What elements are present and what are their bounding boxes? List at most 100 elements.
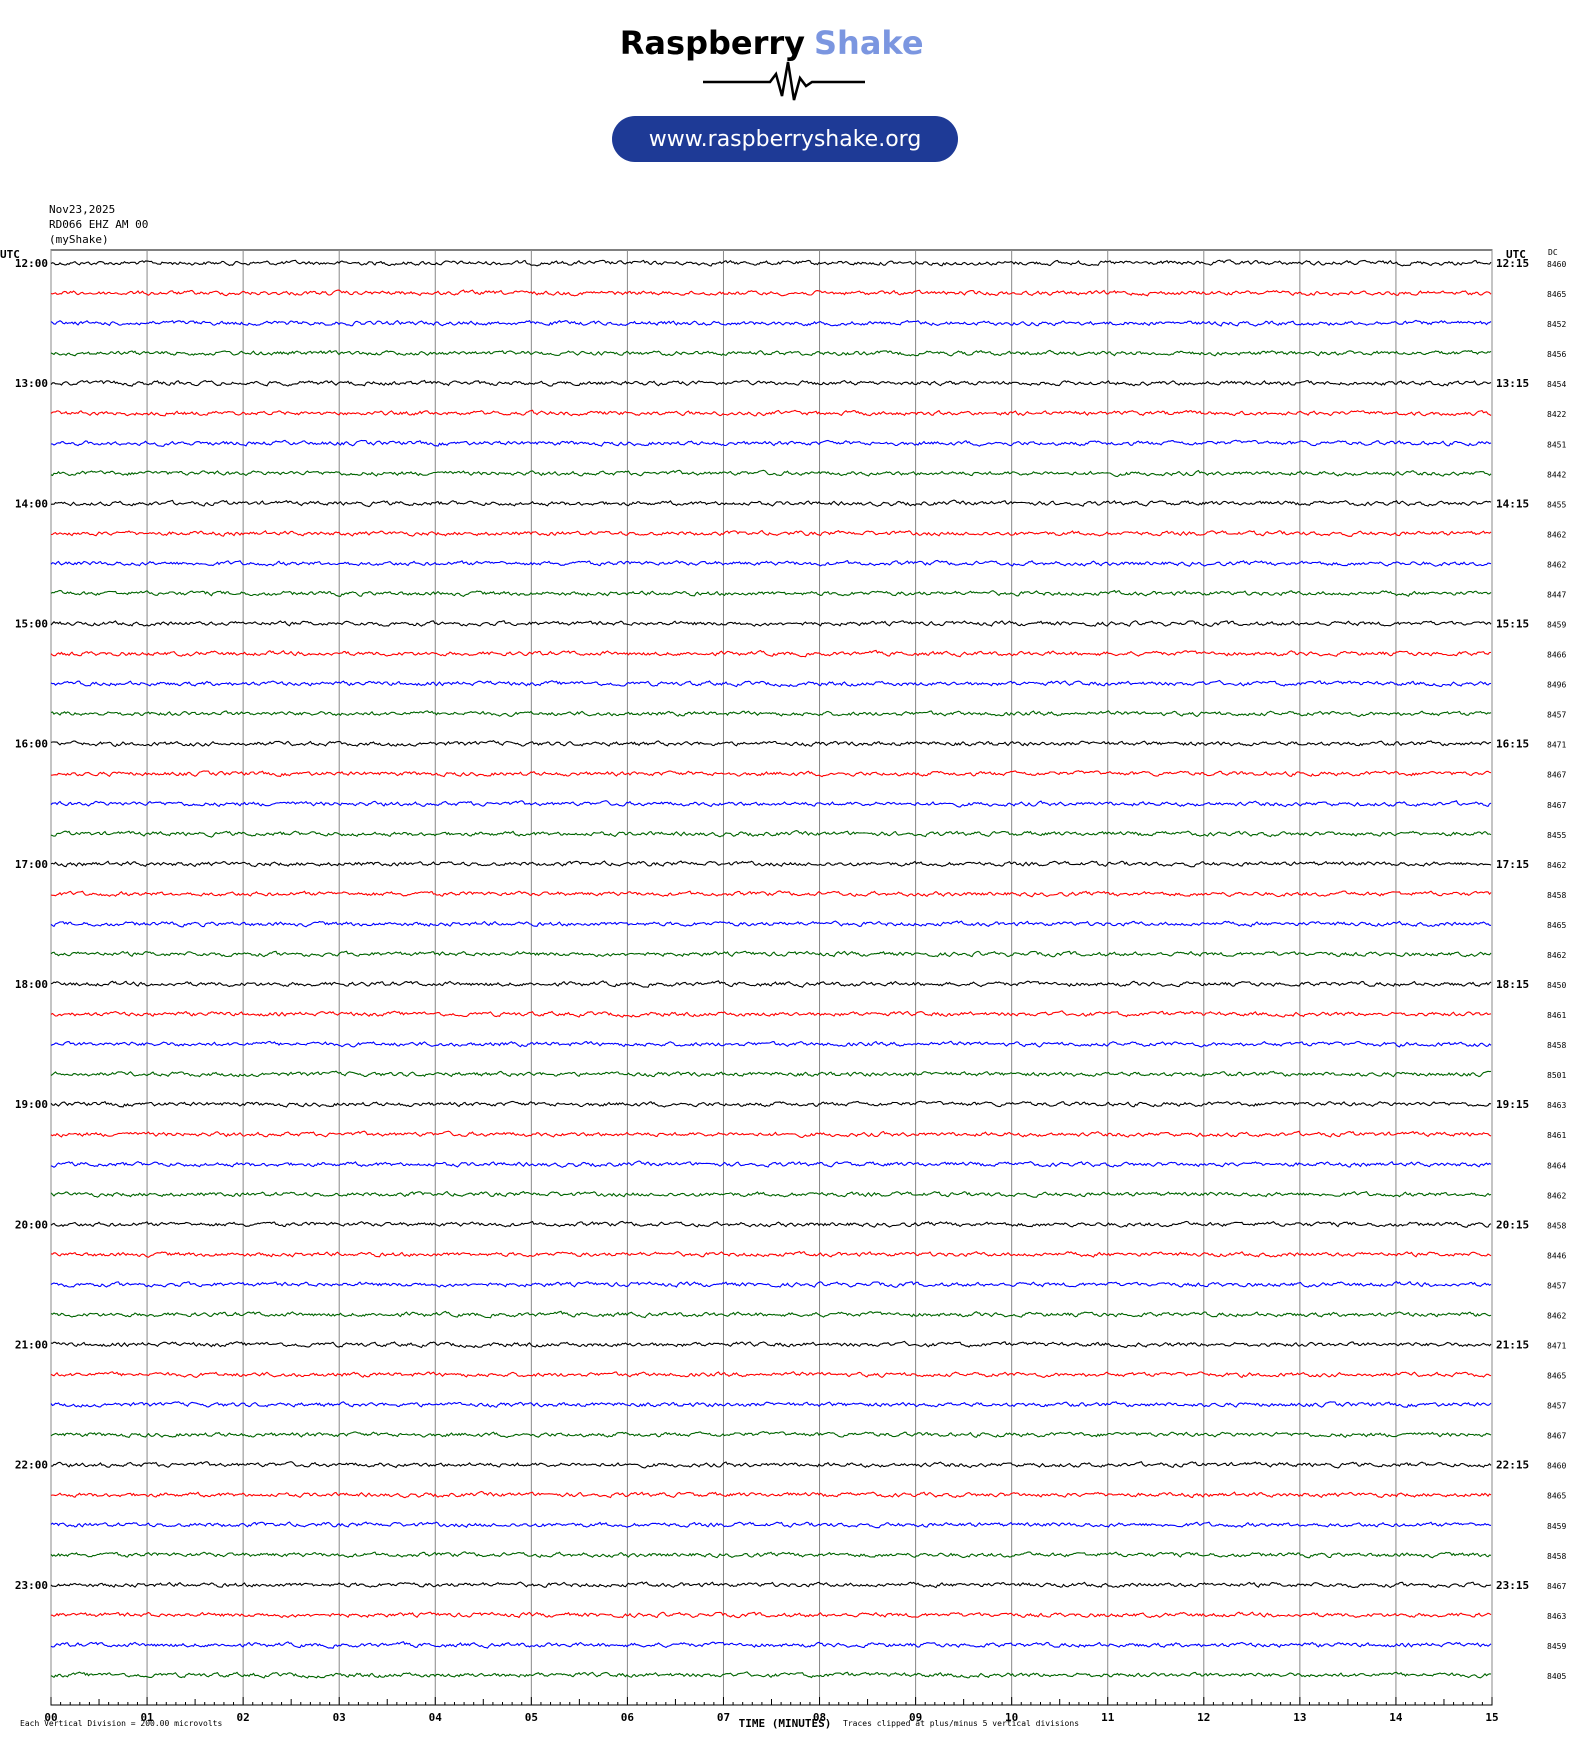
dc-value: 8450 (1547, 981, 1566, 990)
trace (50, 1641, 1492, 1649)
dc-value: 8467 (1547, 1432, 1566, 1441)
dc-value: 8405 (1547, 1672, 1566, 1681)
dc-value: 8459 (1547, 621, 1566, 630)
dc-value: 8467 (1547, 771, 1566, 780)
dc-value: 8459 (1547, 1642, 1566, 1651)
trace (50, 770, 1492, 778)
dc-value: 8457 (1547, 711, 1566, 720)
trace (50, 1220, 1492, 1228)
dc-value: 8447 (1547, 590, 1566, 599)
dc-value: 8462 (1547, 530, 1566, 539)
note-right: Traces clipped at plus/minus 5 vertical … (843, 1719, 1079, 1728)
left-hour-label: 22:00 (15, 1459, 48, 1472)
trace (50, 1100, 1492, 1108)
dc-value: 8466 (1547, 651, 1566, 660)
trace (50, 1070, 1492, 1078)
trace (50, 649, 1492, 658)
dc-value: 8467 (1547, 801, 1566, 810)
dc-value: 8460 (1547, 260, 1566, 269)
trace (50, 349, 1492, 357)
trace (50, 1401, 1492, 1409)
trace (50, 830, 1492, 838)
x-tick-label: 08 (813, 1711, 826, 1724)
dc-value: 8462 (1547, 861, 1566, 870)
url[interactable]: www.raspberryshake.org (649, 127, 922, 152)
dc-value: 8463 (1547, 1612, 1566, 1621)
dc-value: 8458 (1547, 1221, 1566, 1230)
trace (50, 259, 1492, 267)
dc-value: 8455 (1547, 500, 1566, 509)
dc-value: 8451 (1547, 440, 1566, 449)
left-hour-label: 15:00 (15, 618, 48, 631)
trace (50, 1340, 1492, 1349)
trace (50, 1490, 1492, 1499)
dc-value: 8446 (1547, 1251, 1566, 1260)
dc-value: 8458 (1547, 1041, 1566, 1050)
note-left: Each Vertical Division = 200.00 microvol… (20, 1719, 222, 1728)
logo-wave (703, 61, 865, 101)
trace (50, 1160, 1492, 1168)
trace (50, 950, 1492, 958)
trace (50, 469, 1492, 478)
right-hour-label: 12:15 (1496, 257, 1529, 270)
x-tick-label: 03 (333, 1711, 346, 1724)
info-line: (myShake) (49, 233, 109, 246)
left-hour-label: 23:00 (15, 1579, 48, 1592)
brand: Raspberry (620, 24, 805, 62)
trace (50, 1280, 1492, 1288)
x-tick-label: 12 (1197, 1711, 1210, 1724)
trace (50, 710, 1492, 718)
dc-value: 8462 (1547, 560, 1566, 569)
dc-value: 8463 (1547, 1101, 1566, 1110)
right-hour-label: 22:15 (1496, 1459, 1529, 1472)
info-line: RD066 EHZ AM 00 (49, 218, 148, 231)
dc-value: 8496 (1547, 681, 1566, 690)
x-tick-label: 13 (1293, 1711, 1306, 1724)
dc-value: 8458 (1547, 891, 1566, 900)
left-hour-label: 12:00 (15, 257, 48, 270)
trace (50, 679, 1492, 688)
left-hour-label: 14:00 (15, 497, 48, 510)
left-hour-label: 20:00 (15, 1218, 48, 1231)
right-hour-label: 21:15 (1496, 1339, 1529, 1352)
trace (50, 1551, 1492, 1559)
left-hour-label: 21:00 (15, 1339, 48, 1352)
x-tick-label: 05 (525, 1711, 538, 1724)
dc-value: 8464 (1547, 1161, 1566, 1170)
trace (50, 589, 1492, 598)
trace (50, 740, 1492, 748)
url-pill[interactable] (612, 116, 958, 162)
trace (50, 1611, 1492, 1619)
trace (50, 439, 1492, 447)
dc-value: 8457 (1547, 1402, 1566, 1411)
brand-accent: Shake (814, 24, 924, 62)
dc-value: 8471 (1547, 1342, 1566, 1351)
dc-value: 8461 (1547, 1011, 1566, 1020)
dc-value: 8462 (1547, 1311, 1566, 1320)
x-tick-label: 04 (429, 1711, 443, 1724)
right-utc: UTC (1506, 248, 1526, 261)
right-hour-label: 19:15 (1496, 1098, 1529, 1111)
trace (50, 920, 1492, 928)
dc-value: 8455 (1547, 831, 1566, 840)
left-utc: UTC (0, 248, 20, 261)
right-hour-label: 18:15 (1496, 978, 1529, 991)
dc-value: 8462 (1547, 1191, 1566, 1200)
dc-value: 8452 (1547, 320, 1566, 329)
dc-value: 8465 (1547, 921, 1566, 930)
dc-value: 8465 (1547, 290, 1566, 299)
x-tick-label: 09 (909, 1711, 922, 1724)
left-hour-label: 19:00 (15, 1098, 48, 1111)
dc-value: 8471 (1547, 741, 1566, 750)
trace (50, 559, 1492, 567)
dc-value: 8465 (1547, 1372, 1566, 1381)
right-hour-label: 16:15 (1496, 738, 1529, 751)
dc-value: 8458 (1547, 1552, 1566, 1561)
x-tick-label: 10 (1005, 1711, 1018, 1724)
x-tick-label: 00 (44, 1711, 57, 1724)
trace (50, 890, 1492, 898)
left-hour-label: 17:00 (15, 858, 48, 871)
x-axis-title: TIME (MINUTES) (739, 1717, 832, 1730)
trace (50, 1581, 1492, 1589)
x-tick-label: 11 (1101, 1711, 1115, 1724)
